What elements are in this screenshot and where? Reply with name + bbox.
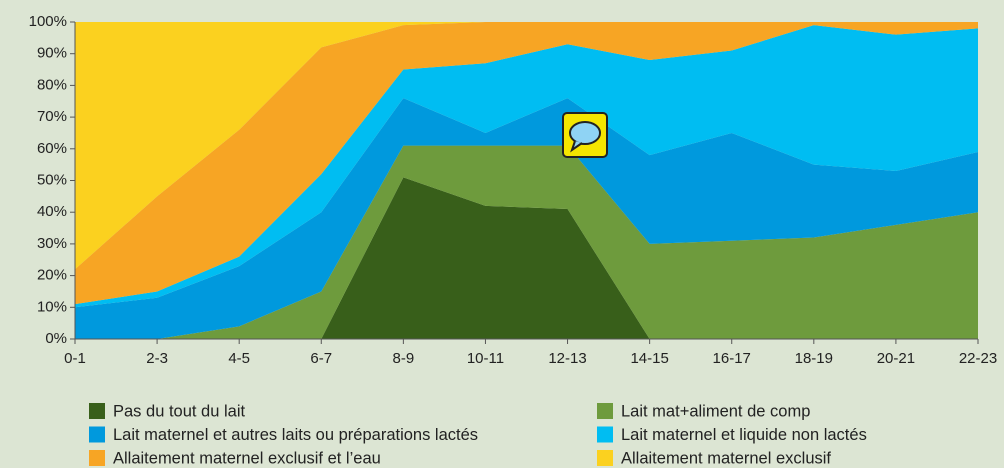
legend-swatch (597, 403, 613, 419)
plot-area (75, 22, 978, 339)
legend-label: Lait maternel et autres laits ou prépara… (113, 426, 478, 444)
area (75, 98, 978, 339)
legend-label: Allaitement maternel exclusif (621, 449, 831, 467)
x-tick-label: 16-17 (713, 350, 751, 367)
area (75, 22, 978, 305)
y-tick-label: 10% (37, 298, 67, 315)
y-tick-label: 0% (45, 330, 67, 347)
legend-label: Allaitement maternel exclusif et l’eau (113, 449, 381, 467)
x-tick-label: 0-1 (64, 350, 86, 367)
legend-label: Lait mat+aliment de comp (621, 402, 810, 420)
y-tick-label: 30% (37, 235, 67, 252)
y-tick-label: 60% (37, 140, 67, 157)
legend-label: Pas du tout du lait (113, 402, 246, 420)
y-tick-label: 70% (37, 108, 67, 125)
legend-swatch (597, 426, 613, 443)
x-tick-label: 6-7 (310, 350, 332, 367)
y-tick-label: 100% (29, 13, 67, 30)
x-tick-label: 10-11 (467, 350, 504, 367)
x-tick-label: 12-13 (548, 350, 586, 367)
legend-swatch (89, 450, 105, 466)
legend-label: Lait maternel et liquide non lactés (621, 426, 867, 444)
area (75, 25, 978, 308)
area (75, 22, 978, 270)
x-tick-label: 22-23 (959, 350, 997, 367)
y-tick-label: 90% (37, 45, 67, 62)
x-tick-label: 4-5 (228, 350, 250, 367)
comment-icon (562, 112, 608, 158)
x-tick-label: 2-3 (146, 350, 168, 367)
legend-swatch (89, 426, 105, 443)
legend-swatch (597, 450, 613, 466)
x-tick-label: 14-15 (630, 350, 668, 367)
y-tick-label: 20% (37, 267, 67, 284)
area (75, 177, 978, 339)
y-tick-label: 80% (37, 76, 67, 93)
overlay: 0% 10% 20% 30% 40% 50% 60% 70% 80% 90% 100% 0-1 2-3 4… (29, 13, 998, 367)
x-tick-label: 18-19 (795, 350, 833, 367)
y-tick-label: 50% (37, 171, 67, 188)
x-tick-label: 20-21 (877, 350, 915, 367)
x-tick-label: 8-9 (393, 350, 415, 367)
legend-swatch (89, 403, 105, 419)
area (75, 145, 978, 339)
y-tick-label: 40% (37, 203, 67, 220)
